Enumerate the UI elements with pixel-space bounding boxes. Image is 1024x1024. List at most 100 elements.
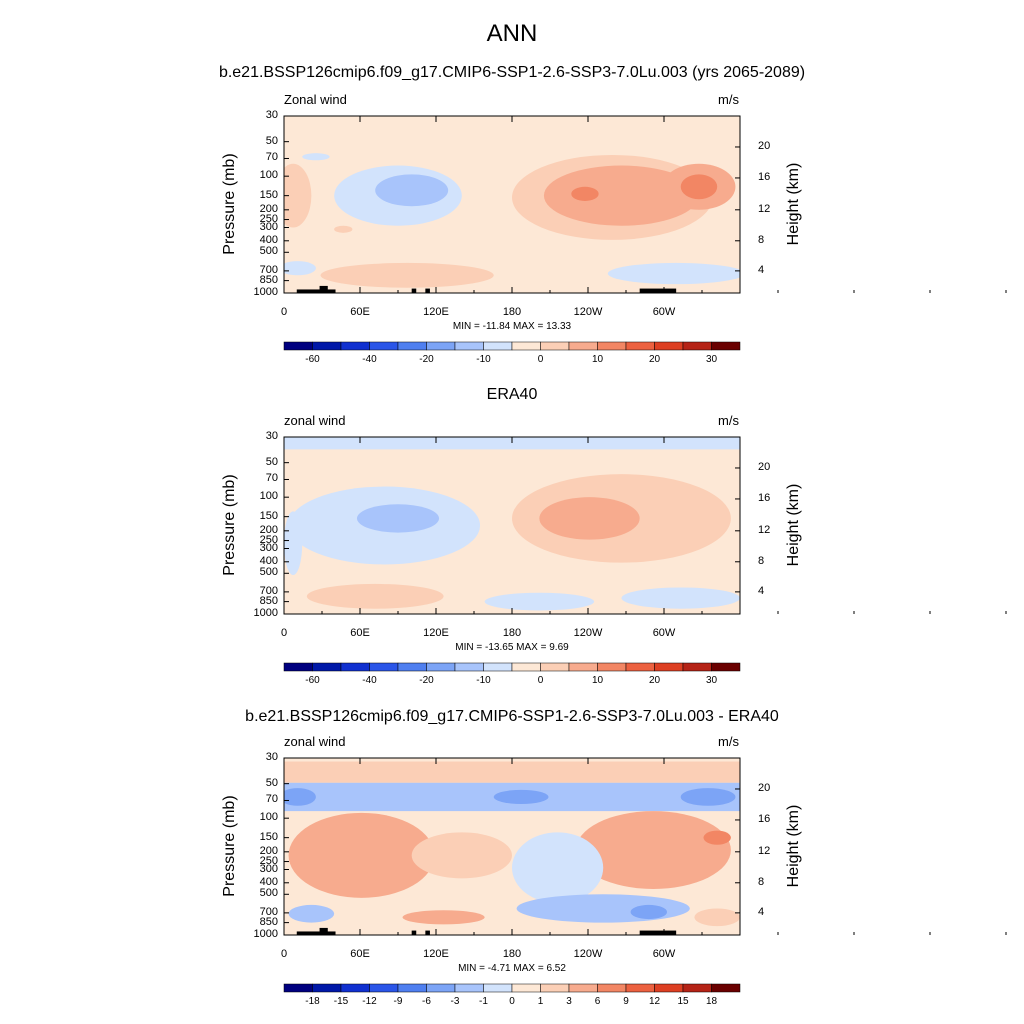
- contour-fill: [356, 504, 440, 533]
- contour-fill: [703, 830, 731, 845]
- right-tick-label: 12: [758, 202, 771, 215]
- contour-fill: [607, 262, 740, 285]
- x-tick-label: 120W: [573, 948, 603, 960]
- y-tick-label: 400: [259, 875, 278, 888]
- colorbar-box: [483, 983, 513, 993]
- y-tick-label: 100: [259, 811, 278, 824]
- colorbar-tick-label: -10: [476, 675, 491, 686]
- colorbar-2: [283, 662, 741, 672]
- colorbar-tick-label: -12: [362, 996, 377, 1007]
- y-axis-right-label: Height (km): [785, 162, 802, 245]
- colorbar-tick-label: -9: [393, 996, 403, 1007]
- y-tick-label: 700: [259, 263, 278, 276]
- right-tick-label: 16: [758, 812, 771, 825]
- x-tick-label: 60W: [652, 627, 676, 639]
- topography-mask: [425, 930, 430, 935]
- y-tick-label: 30: [265, 751, 278, 763]
- contour-fill: [288, 812, 435, 898]
- colorbar-box: [454, 341, 484, 351]
- colorbar-box: [312, 983, 342, 993]
- x-tick-label: 120E: [423, 627, 449, 639]
- contour-fill: [680, 174, 718, 200]
- colorbar-tick-label: 3: [566, 996, 572, 1007]
- colorbar-box: [369, 341, 399, 351]
- colorbar-box: [682, 341, 712, 351]
- panel-2-title: ERA40: [486, 386, 538, 403]
- y-tick-label: 850: [259, 594, 278, 607]
- x-tick-label: 0: [280, 948, 288, 960]
- y-tick-label: 150: [259, 830, 278, 843]
- colorbar-box: [340, 983, 370, 993]
- colorbar-box: [426, 341, 456, 351]
- colorbar-tick-label: 30: [705, 354, 718, 365]
- y-tick-label: 1000: [253, 928, 278, 940]
- y-axis-label: Pressure (mb): [221, 473, 238, 576]
- colorbar-box: [283, 983, 313, 993]
- colorbar-box: [654, 662, 684, 672]
- contour-fill: [694, 908, 740, 927]
- contour-fill: [402, 910, 485, 925]
- panel-1-field: [284, 116, 740, 293]
- colorbar-tick-label: 0: [537, 354, 544, 365]
- y-tick-label: 500: [259, 887, 278, 900]
- y-tick-label: 200: [259, 523, 278, 536]
- page-title: ANN: [486, 20, 538, 47]
- topography-mask: [411, 930, 417, 935]
- right-tick-label: 8: [758, 554, 765, 567]
- variable-label: zonal wind: [284, 413, 346, 428]
- right-tick-label: 8: [758, 233, 765, 246]
- right-tick-label: 20: [758, 460, 771, 473]
- contour-fill: [630, 904, 668, 920]
- contour-fill: [334, 225, 353, 233]
- y-tick-label: 700: [259, 584, 278, 597]
- x-tick-label: 180: [502, 627, 522, 639]
- x-tick-label: 120W: [573, 306, 603, 318]
- colorbar-tick-label: 0: [537, 675, 544, 686]
- topography-mask: [296, 931, 336, 935]
- colorbar-box: [568, 341, 598, 351]
- units-label: m/s: [718, 734, 739, 749]
- y-tick-label: 1000: [253, 286, 278, 298]
- contour-fill: [284, 511, 303, 576]
- y-tick-label: 250: [259, 854, 278, 867]
- y-axis-right-label: Height (km): [785, 483, 802, 566]
- colorbar-box: [711, 983, 741, 993]
- x-tick-label: 0: [280, 306, 288, 318]
- colorbar-box: [483, 341, 513, 351]
- colorbar-box: [568, 662, 598, 672]
- units-label: m/s: [718, 92, 739, 107]
- contour-fill: [302, 153, 330, 161]
- contour-fill: [484, 592, 595, 611]
- colorbar-tick-label: -60: [305, 675, 320, 686]
- contour-fill: [411, 832, 512, 879]
- contour-fill: [621, 587, 740, 609]
- colorbar-box: [625, 341, 655, 351]
- y-tick-label: 700: [259, 905, 278, 918]
- colorbar-box: [711, 662, 741, 672]
- x-tick-label: 120E: [423, 948, 449, 960]
- colorbar-tick-label: -10: [476, 354, 491, 365]
- x-tick-label: 120E: [423, 306, 449, 318]
- x-tick-label: 180: [502, 306, 522, 318]
- colorbar-tick-label: 1: [537, 996, 544, 1007]
- y-tick-label: 500: [259, 566, 278, 579]
- topography-mask: [319, 927, 328, 935]
- colorbar-tick-label: 20: [648, 354, 661, 365]
- y-tick-label: 850: [259, 915, 278, 928]
- y-tick-label: 300: [259, 862, 278, 875]
- contour-fill: [543, 165, 699, 226]
- y-axis-label: Pressure (mb): [221, 794, 238, 897]
- colorbar-tick-label: -18: [305, 996, 320, 1007]
- colorbar-box: [426, 662, 456, 672]
- colorbar-box: [540, 341, 570, 351]
- y-tick-label: 70: [265, 151, 278, 164]
- colorbar-box: [369, 983, 399, 993]
- y-tick-label: 400: [259, 554, 278, 567]
- right-tick-label: 8: [758, 875, 765, 888]
- colorbar-box: [511, 662, 541, 672]
- colorbar-box: [397, 983, 427, 993]
- panel-1-title: b.e21.BSSP126cmip6.f09_g17.CMIP6-SSP1-2.…: [218, 64, 806, 81]
- y-tick-label: 400: [259, 233, 278, 246]
- colorbar-box: [540, 983, 570, 993]
- colorbar-box: [711, 341, 741, 351]
